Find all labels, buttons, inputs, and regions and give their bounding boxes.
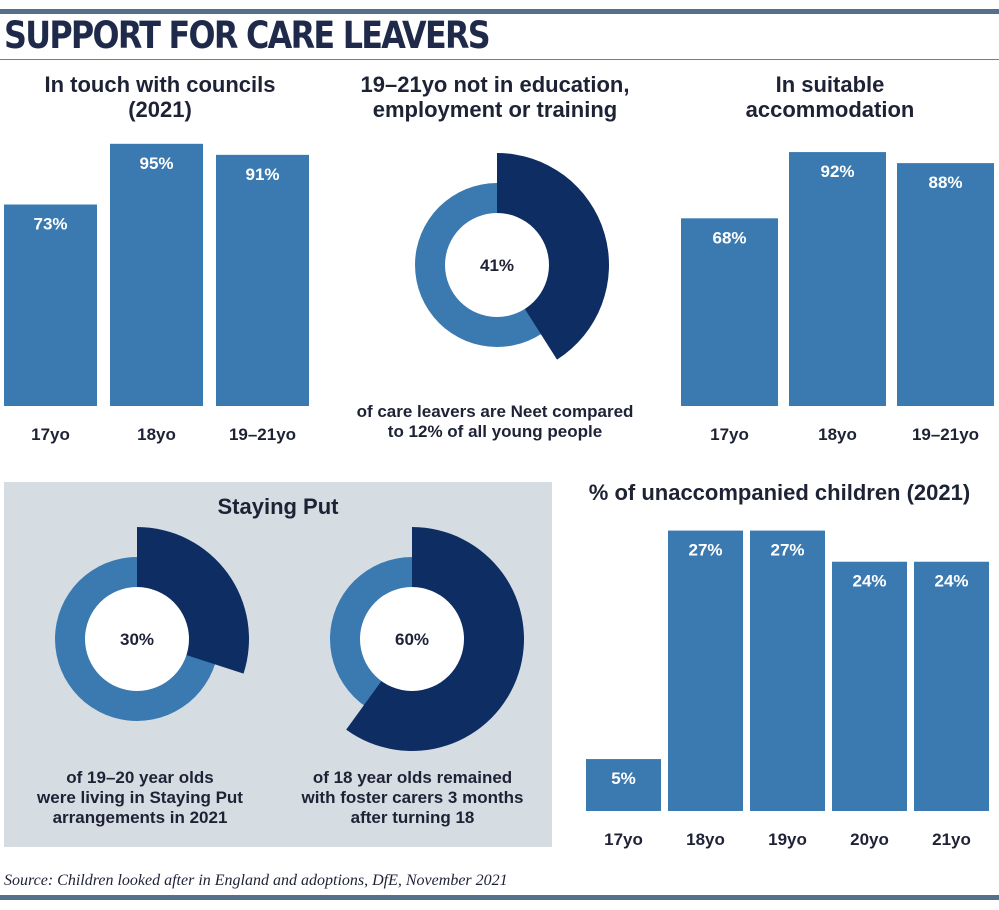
bar-value-label: 24%	[934, 572, 968, 591]
bar-18yo	[110, 143, 203, 407]
donut-hole	[445, 213, 549, 317]
category-label: 19–21yo	[912, 425, 979, 444]
bar-19–21yo	[897, 163, 994, 406]
bar-17yo	[681, 218, 778, 406]
neet-title: 19–21yo not in education, employment or …	[330, 72, 660, 122]
staying-put-caption: of 19–20 year olds were living in Stayin…	[10, 768, 270, 828]
staying-put-title: Staying Put	[4, 494, 552, 519]
accommodation-title-line-1: In suitable	[775, 72, 885, 97]
bar-17yo	[4, 204, 97, 406]
bar-18yo	[668, 530, 743, 811]
bar-value-label: 27%	[688, 541, 722, 560]
category-label: 20yo	[850, 830, 889, 849]
unaccompanied-title-line-1: % of unaccompanied children (2021)	[588, 480, 971, 505]
category-label: 19–21yo	[229, 425, 296, 444]
donut-hole	[360, 587, 464, 691]
category-label: 21yo	[932, 830, 971, 849]
category-label: 18yo	[686, 830, 725, 849]
foster-carers-caption-line-1: of 18 year olds remained	[312, 768, 513, 787]
category-label: 18yo	[818, 425, 857, 444]
councils-title-line-1: In touch with councils	[44, 72, 276, 97]
neet-title-line-2: employment or training	[372, 97, 618, 122]
neet-caption-line-2: to 12% of all young people	[387, 422, 603, 441]
bar-18yo	[789, 152, 886, 406]
unaccompanied-title: % of unaccompanied children (2021)	[560, 480, 999, 505]
bar-value-label: 73%	[33, 215, 67, 234]
unaccompanied-bar-chart: 5% 17yo 27% 18yo 27% 19yo 24% 20yo 24% 21yo	[586, 530, 989, 849]
bar-19yo	[750, 530, 825, 811]
source-note: Source: Children looked after in England…	[4, 872, 508, 889]
councils-title-line-2: (2021)	[128, 97, 192, 122]
bar-17yo	[586, 759, 661, 811]
neet-donut-chart: 41%	[415, 153, 609, 360]
category-label: 17yo	[31, 425, 70, 444]
bar-value-label: 5%	[611, 769, 636, 788]
bar-value-label: 92%	[820, 162, 854, 181]
donut-center-label: 60%	[395, 630, 429, 649]
bar-value-label: 27%	[770, 541, 804, 560]
main-title: SUPPORT FOR CARE LEAVERS	[4, 14, 491, 57]
foster-carers-caption: of 18 year olds remained with foster car…	[270, 768, 555, 828]
councils-title: In touch with councils (2021)	[0, 72, 320, 122]
bar-19–21yo	[216, 154, 309, 406]
category-label: 17yo	[604, 830, 643, 849]
staying-put-caption-line-3: arrangements in 2021	[52, 808, 228, 827]
neet-caption-line-1: of care leavers are Neet compared	[356, 402, 634, 421]
donut-center-label: 41%	[480, 256, 514, 275]
category-label: 19yo	[768, 830, 807, 849]
staying-put-donut-chart: 30%	[55, 527, 249, 721]
staying-put-caption-line-1: of 19–20 year olds	[66, 768, 214, 787]
bar-value-label: 95%	[139, 154, 173, 173]
foster-carers-caption-line-2: with foster carers 3 months	[301, 788, 524, 807]
top-rule	[0, 9, 999, 14]
neet-title-line-1: 19–21yo not in education,	[360, 72, 630, 97]
councils-bar-chart: 73% 17yo 95% 18yo 91% 19–21yo	[4, 143, 309, 444]
donut-hole	[85, 587, 189, 691]
foster-carers-donut-chart: 60%	[330, 527, 524, 751]
donut-center-label: 30%	[120, 630, 154, 649]
bar-value-label: 88%	[928, 173, 962, 192]
staying-put-caption-line-2: were living in Staying Put	[37, 788, 243, 807]
accommodation-bar-chart: 68% 17yo 92% 18yo 88% 19–21yo	[681, 152, 994, 444]
category-label: 17yo	[710, 425, 749, 444]
bar-20yo	[832, 561, 907, 811]
foster-carers-caption-line-3: after turning 18	[350, 808, 475, 827]
bottom-rule	[0, 895, 999, 900]
bar-value-label: 91%	[245, 165, 279, 184]
accommodation-title-line-2: accommodation	[745, 97, 915, 122]
accommodation-title: In suitable accommodation	[680, 72, 980, 122]
category-label: 18yo	[137, 425, 176, 444]
neet-caption: of care leavers are Neet compared to 12%…	[320, 402, 670, 442]
bar-value-label: 68%	[712, 228, 746, 247]
staying-put-title-line-1: Staying Put	[217, 494, 339, 519]
bar-21yo	[914, 561, 989, 811]
bar-value-label: 24%	[852, 572, 886, 591]
title-underline	[0, 59, 999, 60]
